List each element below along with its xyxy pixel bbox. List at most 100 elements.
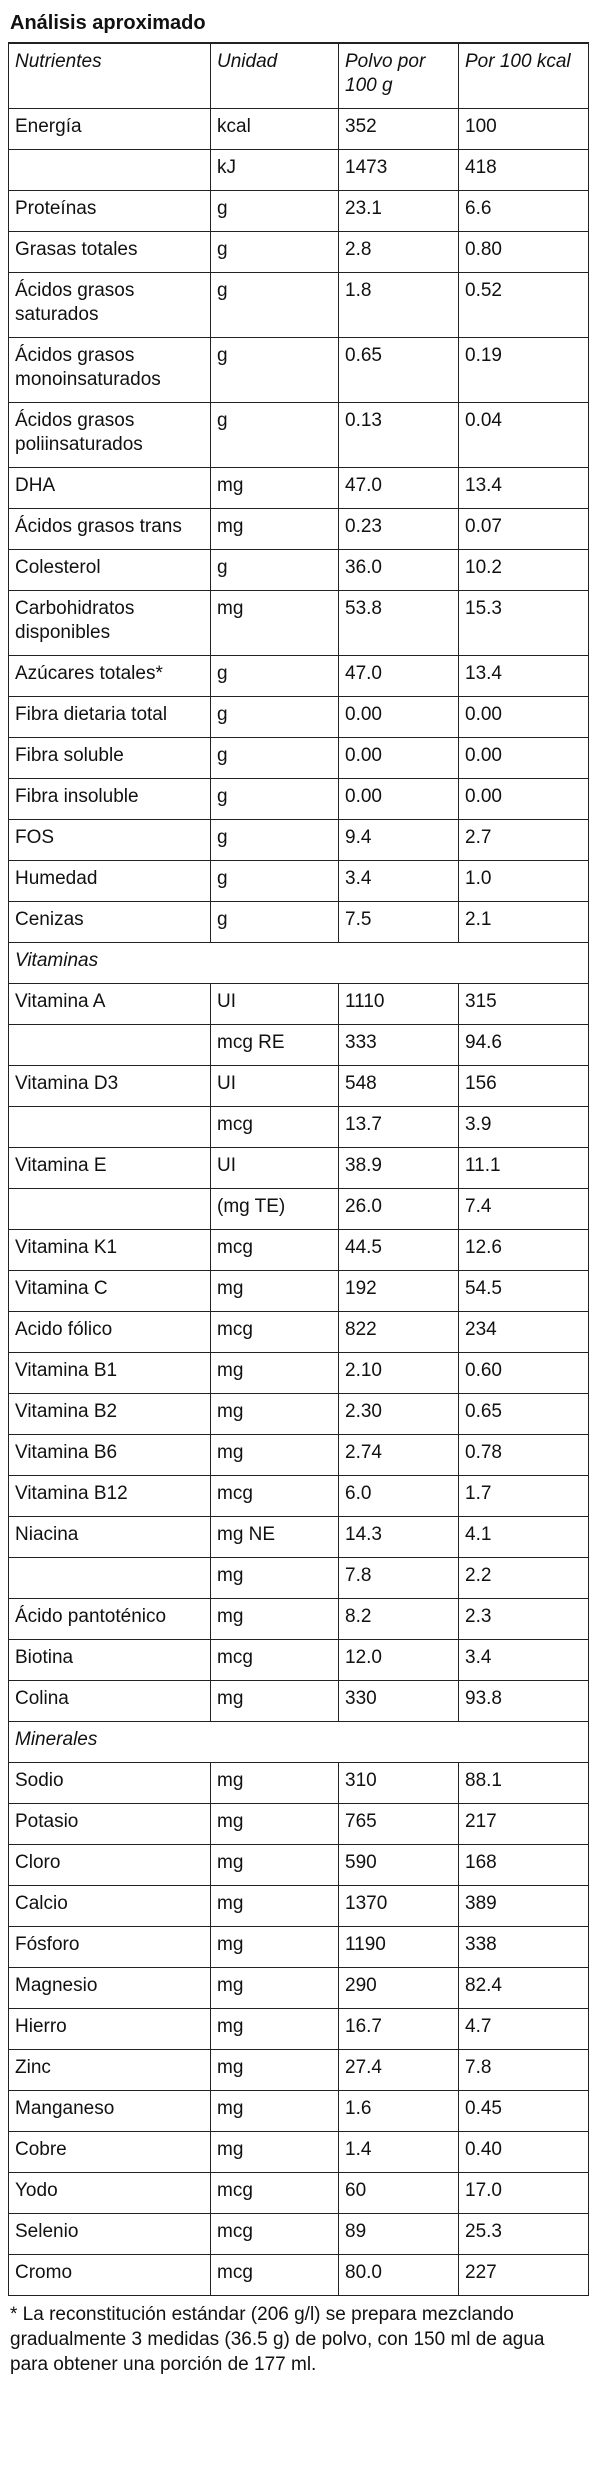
table-cell: 1.7 (458, 1475, 589, 1517)
table-cell: 0.00 (338, 737, 459, 779)
table-row: Selenio mcg 89 25.3 (8, 2213, 589, 2255)
section-header: Minerales (8, 1721, 589, 1763)
table-row: Vitamina K1 mcg 44.5 12.6 (8, 1229, 589, 1271)
table-cell: g (210, 272, 339, 338)
table-cell: Vitamina C (8, 1270, 211, 1312)
table-row: Magnesio mg 290 82.4 (8, 1967, 589, 2009)
table-cell: mg (210, 1393, 339, 1435)
table-row: Vitamina E UI 38.9 11.1 (8, 1147, 589, 1189)
table-cell: 82.4 (458, 1967, 589, 2009)
column-header: Polvo por 100 g (338, 42, 459, 109)
table-cell: UI (210, 983, 339, 1025)
table-cell: g (210, 696, 339, 738)
table-cell: 2.10 (338, 1352, 459, 1394)
table-cell: 156 (458, 1065, 589, 1107)
table-cell: 47.0 (338, 467, 459, 509)
table-cell: 2.7 (458, 819, 589, 861)
table-row: Proteínas g 23.1 6.6 (8, 190, 589, 232)
table-cell: mg (210, 508, 339, 550)
table-row: Fibra soluble g 0.00 0.00 (8, 737, 589, 779)
table-cell: Proteínas (8, 190, 211, 232)
table-row: Fibra insoluble g 0.00 0.00 (8, 778, 589, 820)
table-cell: mcg (210, 1639, 339, 1681)
table-cell: mg (210, 590, 339, 656)
table-row: Cromo mcg 80.0 227 (8, 2254, 589, 2296)
table-cell: Sodio (8, 1762, 211, 1804)
table-cell: mg (210, 1680, 339, 1722)
table-cell: 1190 (338, 1926, 459, 1968)
table-cell: 100 (458, 108, 589, 150)
table-cell: 352 (338, 108, 459, 150)
table-cell: Humedad (8, 860, 211, 902)
table-cell: mg (210, 1885, 339, 1927)
table-row: Cloro mg 590 168 (8, 1844, 589, 1886)
table-cell: 47.0 (338, 655, 459, 697)
table-cell: 1110 (338, 983, 459, 1025)
table-cell: Energía (8, 108, 211, 150)
table-cell: mcg (210, 2254, 339, 2296)
table-cell: 0.00 (458, 737, 589, 779)
column-header: Nutrientes (8, 42, 211, 109)
column-header: Unidad (210, 42, 339, 109)
table-cell: 0.00 (338, 778, 459, 820)
table-row: mg 7.8 2.2 (8, 1557, 589, 1599)
table-cell: Ácidos grasos poliinsaturados (8, 402, 211, 468)
table-cell: 0.52 (458, 272, 589, 338)
table-row: Vitamina D3 UI 548 156 (8, 1065, 589, 1107)
table-cell: mg (210, 1352, 339, 1394)
table-cell: 25.3 (458, 2213, 589, 2255)
table-cell: 0.00 (458, 696, 589, 738)
table-row: Ácidos grasos trans mg 0.23 0.07 (8, 508, 589, 550)
table-row: Cobre mg 1.4 0.40 (8, 2131, 589, 2173)
table-row: Ácidos grasos saturados g 1.8 0.52 (8, 272, 589, 338)
table-cell: 0.65 (338, 337, 459, 403)
table-cell: Selenio (8, 2213, 211, 2255)
table-cell: kcal (210, 108, 339, 150)
table-cell: 330 (338, 1680, 459, 1722)
table-cell: Calcio (8, 1885, 211, 1927)
table-cell: Magnesio (8, 1967, 211, 2009)
table-cell: 333 (338, 1024, 459, 1066)
table-row: Potasio mg 765 217 (8, 1803, 589, 1845)
table-cell: mcg (210, 2213, 339, 2255)
table-row: Grasas totales g 2.8 0.80 (8, 231, 589, 273)
table-cell: 3.4 (338, 860, 459, 902)
table-cell: FOS (8, 819, 211, 861)
table-cell: 11.1 (458, 1147, 589, 1189)
table-cell: mg (210, 1926, 339, 1968)
table-cell: Niacina (8, 1516, 211, 1558)
table-cell: Potasio (8, 1803, 211, 1845)
table-cell: 2.3 (458, 1598, 589, 1640)
table-cell: 227 (458, 2254, 589, 2296)
table-row: (mg TE) 26.0 7.4 (8, 1188, 589, 1230)
table-cell: 4.7 (458, 2008, 589, 2050)
table-cell: Manganeso (8, 2090, 211, 2132)
table-row: Humedad g 3.4 1.0 (8, 860, 589, 902)
table-row: Biotina mcg 12.0 3.4 (8, 1639, 589, 1681)
table-cell: 0.78 (458, 1434, 589, 1476)
table-cell: 217 (458, 1803, 589, 1845)
table-cell: Ácido pantoténico (8, 1598, 211, 1640)
table-cell: 0.40 (458, 2131, 589, 2173)
table-row: Hierro mg 16.7 4.7 (8, 2008, 589, 2050)
table-cell: Cloro (8, 1844, 211, 1886)
table-row: mcg RE 333 94.6 (8, 1024, 589, 1066)
table-cell: mg (210, 1270, 339, 1312)
table-cell: UI (210, 1065, 339, 1107)
table-cell (8, 1106, 211, 1148)
table-cell: 93.8 (458, 1680, 589, 1722)
table-cell: 7.8 (338, 1557, 459, 1599)
table-cell: 4.1 (458, 1516, 589, 1558)
table-cell: Carbohidratos disponibles (8, 590, 211, 656)
table-cell: Fósforo (8, 1926, 211, 1968)
table-row: Cenizas g 7.5 2.1 (8, 901, 589, 943)
table-cell: 15.3 (458, 590, 589, 656)
table-cell: 44.5 (338, 1229, 459, 1271)
table-cell: UI (210, 1147, 339, 1189)
table-cell: 822 (338, 1311, 459, 1353)
table-cell: 80.0 (338, 2254, 459, 2296)
table-cell: Cobre (8, 2131, 211, 2173)
table-row: Colesterol g 36.0 10.2 (8, 549, 589, 591)
table-row: Vitamina B1 mg 2.10 0.60 (8, 1352, 589, 1394)
table-cell: 8.2 (338, 1598, 459, 1640)
